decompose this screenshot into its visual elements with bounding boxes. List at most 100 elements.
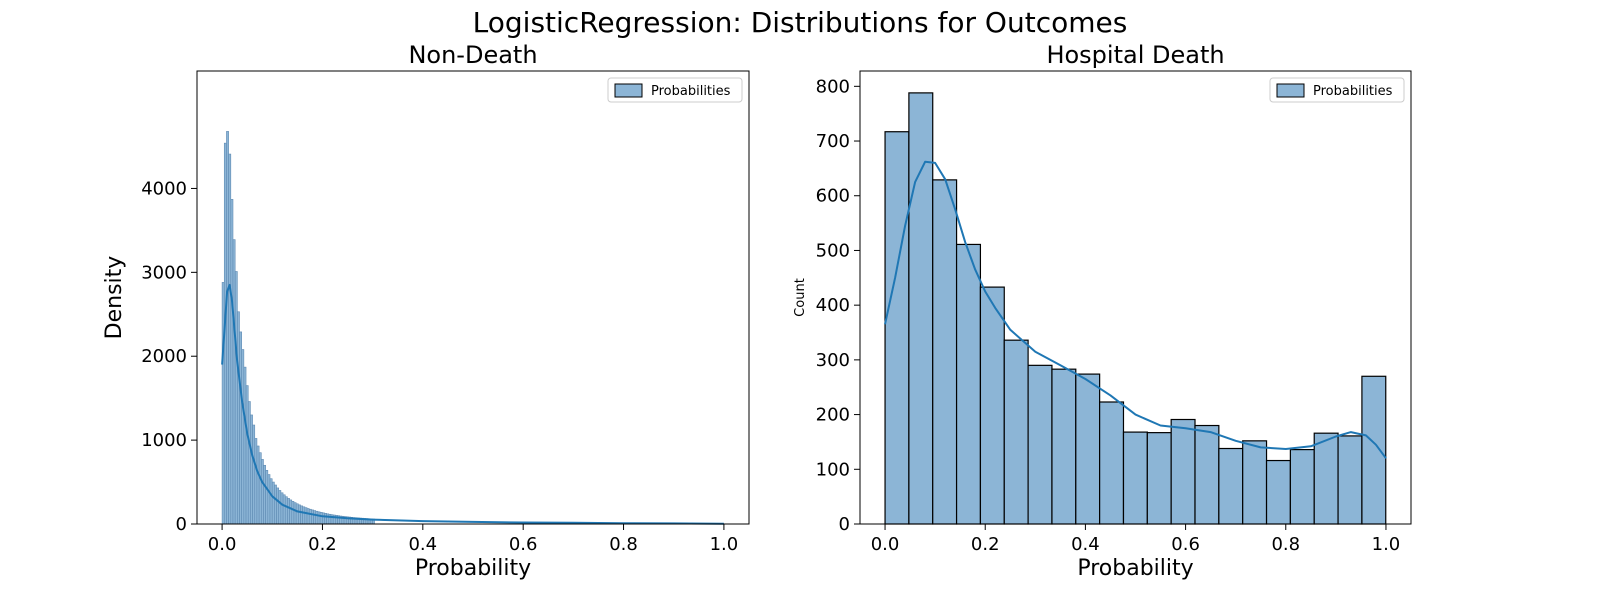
y-tick-label: 2000 <box>141 346 187 367</box>
histogram-bar <box>269 478 273 525</box>
histogram-bar <box>243 366 247 525</box>
histogram-bar <box>247 401 251 525</box>
kde-line <box>221 283 724 525</box>
y-tick-label: 800 <box>816 76 850 97</box>
y-tick-label: 3000 <box>141 262 187 283</box>
axes-frame <box>859 70 1412 525</box>
histogram-bar <box>1289 448 1315 525</box>
histogram-bar <box>241 349 245 525</box>
legend-label: Probabilities <box>651 84 731 99</box>
histogram-bar <box>313 510 317 525</box>
y-tick-label: 400 <box>816 295 850 316</box>
x-axis-label: Probability <box>415 556 531 581</box>
histogram-bar <box>1051 368 1077 525</box>
histogram-bar <box>321 512 325 525</box>
histogram-bar <box>237 311 240 525</box>
histogram-bar <box>234 271 238 525</box>
histogram-bar <box>271 481 275 525</box>
x-tick-label: 0.2 <box>971 534 1000 555</box>
y-axis-label: Density <box>102 256 127 340</box>
histogram-bar <box>239 331 242 525</box>
y-tick-label: 300 <box>816 350 850 371</box>
panel-title: Hospital Death <box>1046 41 1224 69</box>
histogram-bar <box>1122 431 1148 525</box>
histogram-bar <box>287 498 290 525</box>
histogram-bar <box>265 470 269 525</box>
histogram-bars <box>221 131 375 525</box>
x-axis-label: Probability <box>1077 556 1193 581</box>
histogram-bar <box>293 502 297 525</box>
histogram-bar <box>908 92 934 525</box>
histogram-bar <box>326 513 330 525</box>
histogram-bar <box>1242 440 1268 525</box>
histogram-bar <box>245 385 249 525</box>
histogram-bar <box>298 504 301 525</box>
histogram-bar <box>304 507 308 525</box>
histogram-bar <box>280 492 284 525</box>
x-tick-label: 1.0 <box>1372 534 1401 555</box>
histogram-bars <box>884 92 1387 525</box>
y-tick-label: 100 <box>816 459 850 480</box>
legend-swatch <box>1276 83 1305 98</box>
legend: Probabilities <box>607 77 743 103</box>
histogram-bar <box>1313 432 1339 525</box>
y-tick-label: 4000 <box>141 178 187 199</box>
legend-swatch <box>614 83 643 98</box>
hospital-death-panel: Hospital Death 0.0 0.2 0.4 0.6 0.8 1.0 0 100 200 3… <box>793 41 1412 581</box>
x-tick-label: 0.0 <box>871 534 900 555</box>
y-axis-label: Count <box>793 278 808 317</box>
histogram-bar <box>228 153 232 525</box>
x-tick-label: 0.6 <box>509 534 538 555</box>
axes-frame <box>196 70 750 525</box>
histogram-bar <box>289 499 293 525</box>
histogram-bar <box>317 511 321 525</box>
histogram-bar <box>230 199 234 525</box>
histogram-bar <box>260 459 264 525</box>
histogram-bar <box>291 501 295 525</box>
histogram-bar <box>315 510 319 525</box>
histogram-bar <box>1146 432 1172 525</box>
y-tick-label: 600 <box>816 186 850 207</box>
x-tick-label: 0.4 <box>408 534 437 555</box>
histogram-bar <box>254 438 258 525</box>
histogram-bar <box>302 506 306 525</box>
histogram-bar <box>1337 435 1363 525</box>
y-tick-label: 700 <box>816 131 850 152</box>
x-tick-label: 1.0 <box>710 534 739 555</box>
x-tick-label: 0.0 <box>208 534 237 555</box>
x-tick-label: 0.2 <box>308 534 337 555</box>
histogram-bar <box>1218 447 1244 525</box>
kde-line <box>884 160 1387 459</box>
x-tick-label: 0.6 <box>1171 534 1200 555</box>
histogram-bar <box>306 508 310 525</box>
histogram-bar <box>295 503 299 525</box>
histogram-bar <box>232 239 236 525</box>
histogram-bar <box>324 513 327 525</box>
histogram-bar <box>1194 424 1220 525</box>
histogram-bar <box>282 494 286 525</box>
histogram-bar <box>276 487 280 525</box>
histogram-bar <box>278 490 282 525</box>
histogram-bar <box>226 131 229 525</box>
x-tick-label: 0.8 <box>609 534 638 555</box>
histogram-bar <box>1265 459 1291 525</box>
histogram-bar <box>263 464 266 525</box>
legend: Probabilities <box>1269 77 1405 103</box>
histogram-bar <box>250 414 253 525</box>
histogram-bar <box>932 179 958 525</box>
histogram-bar <box>979 286 1005 525</box>
histogram-bar <box>252 424 256 525</box>
histogram-bar <box>311 509 314 525</box>
histogram-bar <box>319 512 323 525</box>
y-tick-label: 1000 <box>141 430 187 451</box>
non-death-panel: Non-Death 0.0 0.2 0.4 0.6 0.8 1.0 0 1000 2000 3000… <box>102 41 750 581</box>
histogram-bar <box>1170 418 1196 525</box>
histogram-bar <box>884 131 910 525</box>
legend-label: Probabilities <box>1313 84 1393 99</box>
histogram-bar <box>267 474 271 525</box>
histogram-bar <box>328 513 332 525</box>
figure-title: LogisticRegression: Distributions for Ou… <box>472 6 1128 39</box>
histogram-bar <box>1003 339 1029 525</box>
histogram-bar <box>284 496 288 525</box>
